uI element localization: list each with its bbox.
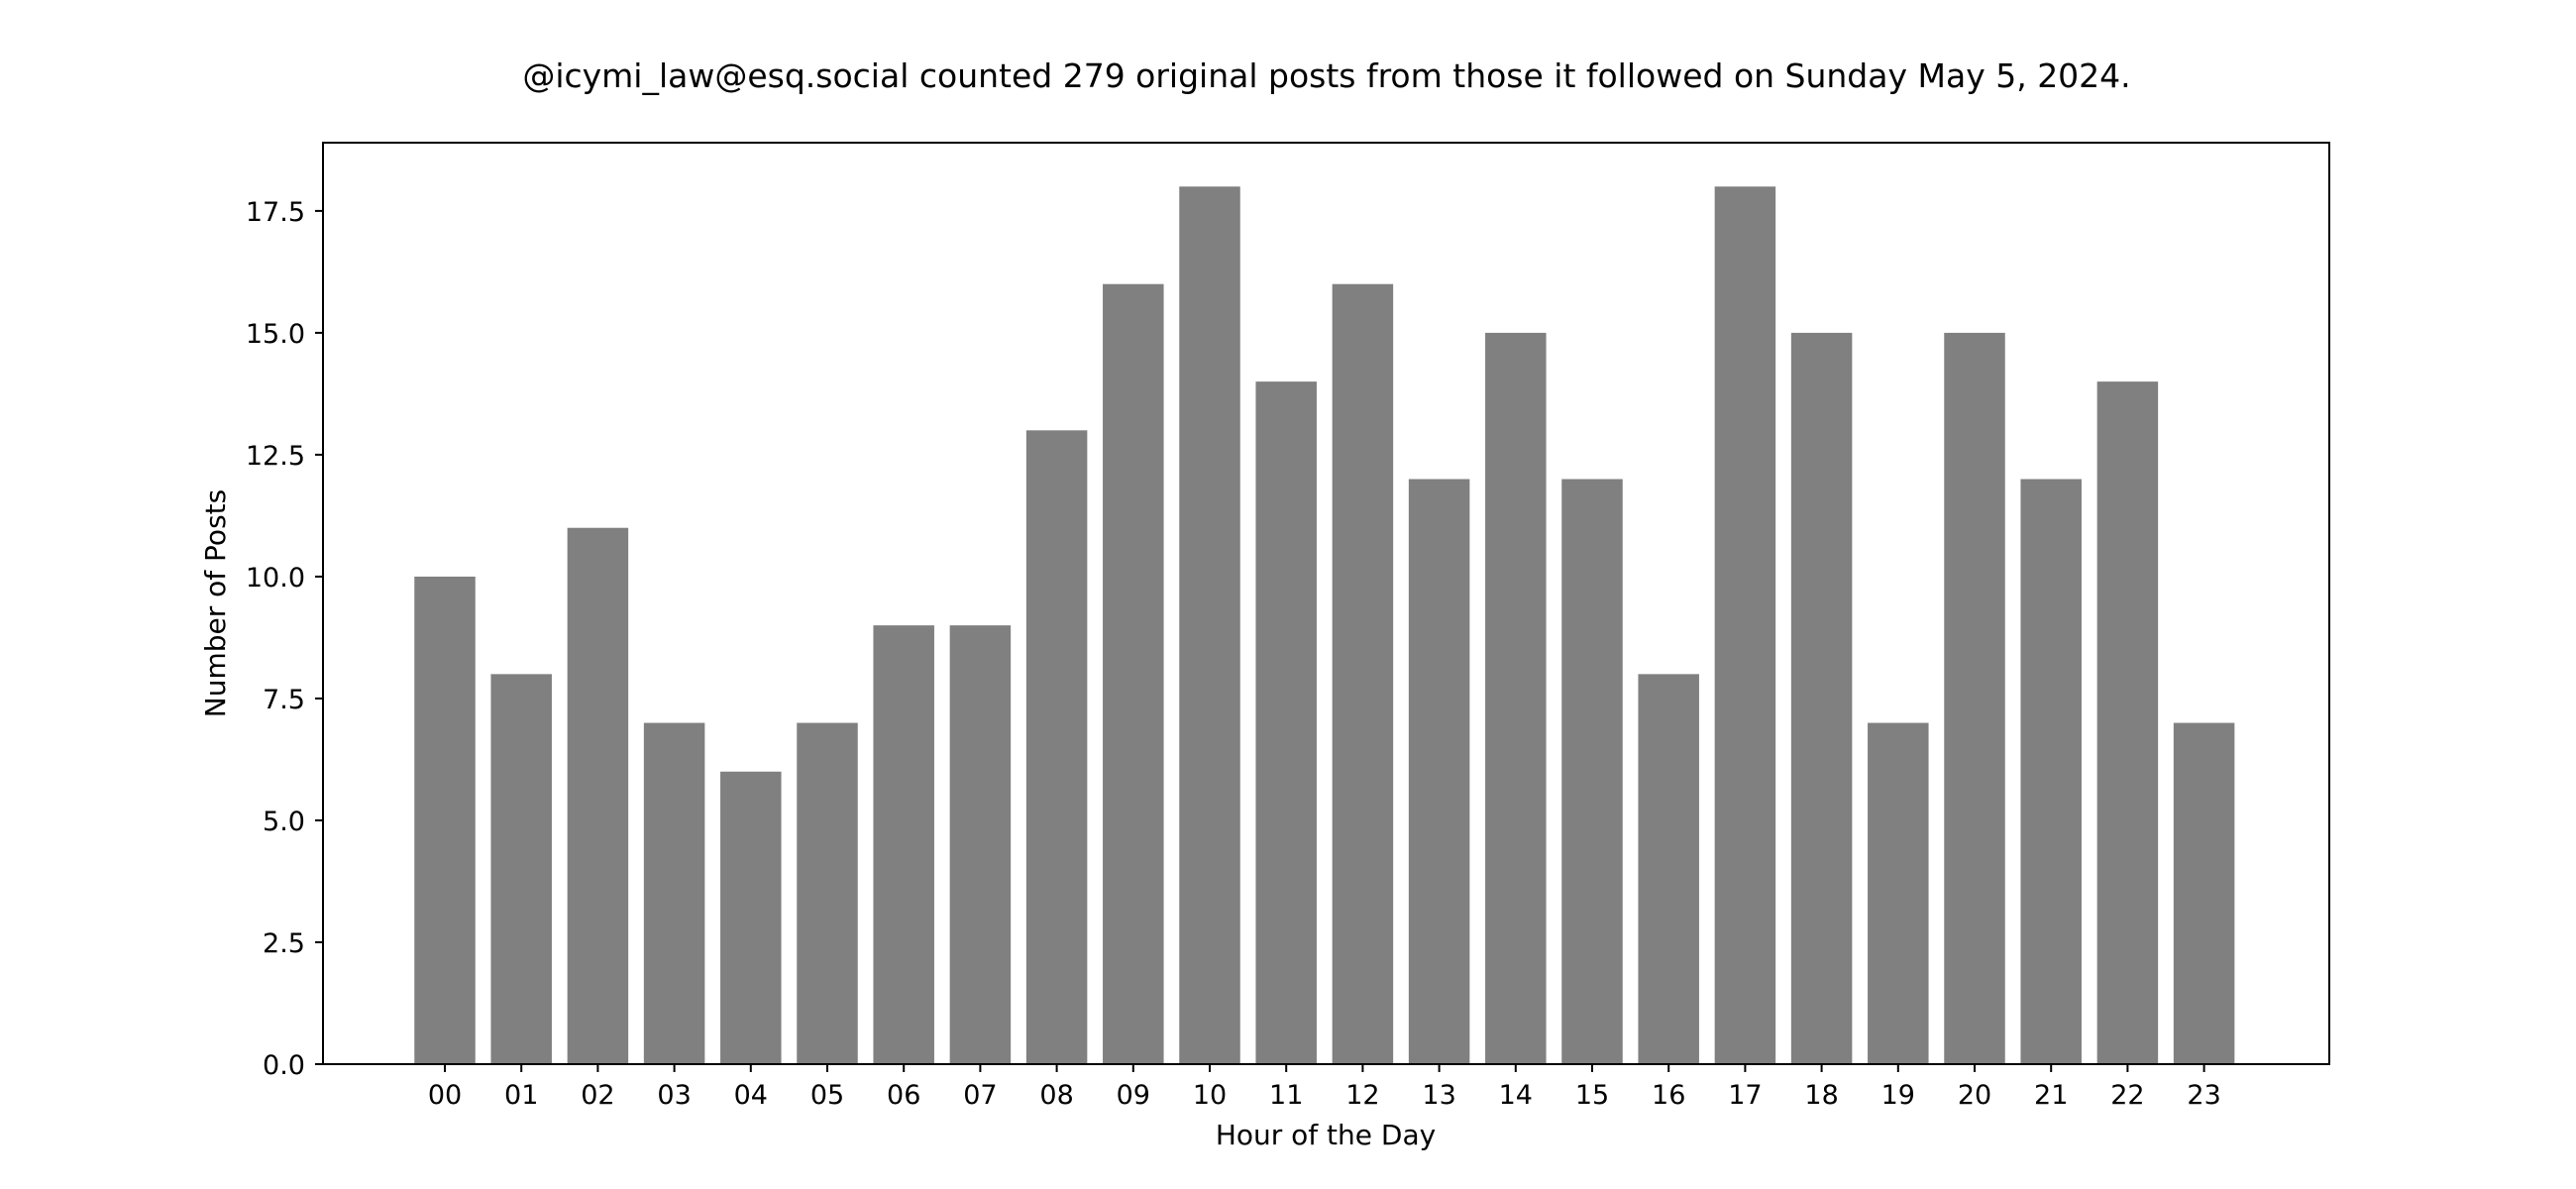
y-tick-label: 5.0 [263, 807, 305, 837]
bar-hour-18 [1790, 332, 1853, 1064]
x-tick-label: 17 [1728, 1080, 1762, 1111]
x-tick-label: 18 [1804, 1080, 1838, 1111]
bar-hour-06 [873, 625, 934, 1064]
bar-hour-02 [567, 527, 629, 1064]
x-tick-label: 06 [887, 1080, 920, 1111]
x-tick-label: 01 [504, 1080, 538, 1111]
bar-hour-16 [1638, 674, 1699, 1064]
x-tick-label: 20 [1958, 1080, 1991, 1111]
x-tick-label: 08 [1039, 1080, 1073, 1111]
bar-hour-03 [643, 722, 705, 1064]
bar-hour-07 [949, 625, 1012, 1064]
x-tick-label: 19 [1881, 1080, 1915, 1111]
x-tick-label: 07 [963, 1080, 997, 1111]
bar-hour-08 [1025, 430, 1088, 1064]
chart-title: @icymi_law@esq.social counted 279 origin… [522, 56, 2130, 95]
y-tick-label: 12.5 [246, 441, 305, 472]
bar-hour-22 [2096, 381, 2159, 1064]
bar-hour-11 [1255, 381, 1317, 1064]
y-tick-label: 7.5 [263, 685, 305, 715]
bars-group [414, 186, 2235, 1065]
x-axis-label: Hour of the Day [1216, 1119, 1436, 1151]
x-tick-label: 14 [1499, 1080, 1533, 1111]
plot-frame [322, 142, 2330, 1065]
x-tick-label: 16 [1652, 1080, 1685, 1111]
x-tick-label: 03 [657, 1080, 691, 1111]
x-tick-label: 05 [810, 1080, 844, 1111]
bar-hour-20 [1944, 332, 2005, 1064]
x-tick-label: 23 [2187, 1080, 2220, 1111]
x-axis-ticks: 00 01 02 03 04 05 06 07 08 09 10 11 12 13 14 15 16 17 18 19… [428, 1064, 2221, 1111]
bar-hour-13 [1408, 479, 1470, 1064]
y-tick-label: 17.5 [246, 197, 305, 228]
x-tick-label: 15 [1575, 1080, 1609, 1111]
bar-hour-14 [1485, 332, 1547, 1064]
bar-hour-00 [414, 576, 476, 1064]
bar-hour-09 [1103, 283, 1164, 1064]
y-tick-label: 10.0 [246, 563, 305, 594]
x-tick-label: 21 [2034, 1080, 2068, 1111]
y-tick-label: 15.0 [246, 319, 305, 350]
y-axis-ticks: 0.0 2.5 5.0 7.5 10.0 12.5 15.0 17.5 [246, 197, 323, 1081]
x-tick-label: 10 [1193, 1080, 1227, 1111]
x-tick-label: 12 [1345, 1080, 1379, 1111]
bar-hour-21 [2020, 479, 2082, 1064]
bar-hour-12 [1332, 283, 1394, 1064]
x-tick-label: 11 [1269, 1080, 1303, 1111]
bar-hour-01 [490, 674, 552, 1064]
x-tick-label: 02 [581, 1080, 614, 1111]
bar-hour-05 [797, 722, 858, 1064]
bar-hour-23 [2173, 722, 2235, 1064]
x-tick-label: 09 [1117, 1080, 1150, 1111]
y-tick-label: 2.5 [263, 928, 305, 959]
x-tick-label: 22 [2110, 1080, 2144, 1111]
bar-hour-10 [1179, 186, 1240, 1065]
bar-hour-15 [1561, 479, 1623, 1064]
x-tick-label: 13 [1422, 1080, 1455, 1111]
bar-hour-19 [1868, 722, 1929, 1064]
y-tick-label: 0.0 [263, 1050, 305, 1081]
y-axis-label: Number of Posts [199, 489, 232, 717]
bar-hour-04 [720, 771, 782, 1064]
x-tick-label: 04 [734, 1080, 768, 1111]
x-tick-label: 00 [428, 1080, 462, 1111]
bar-hour-17 [1714, 186, 1776, 1065]
